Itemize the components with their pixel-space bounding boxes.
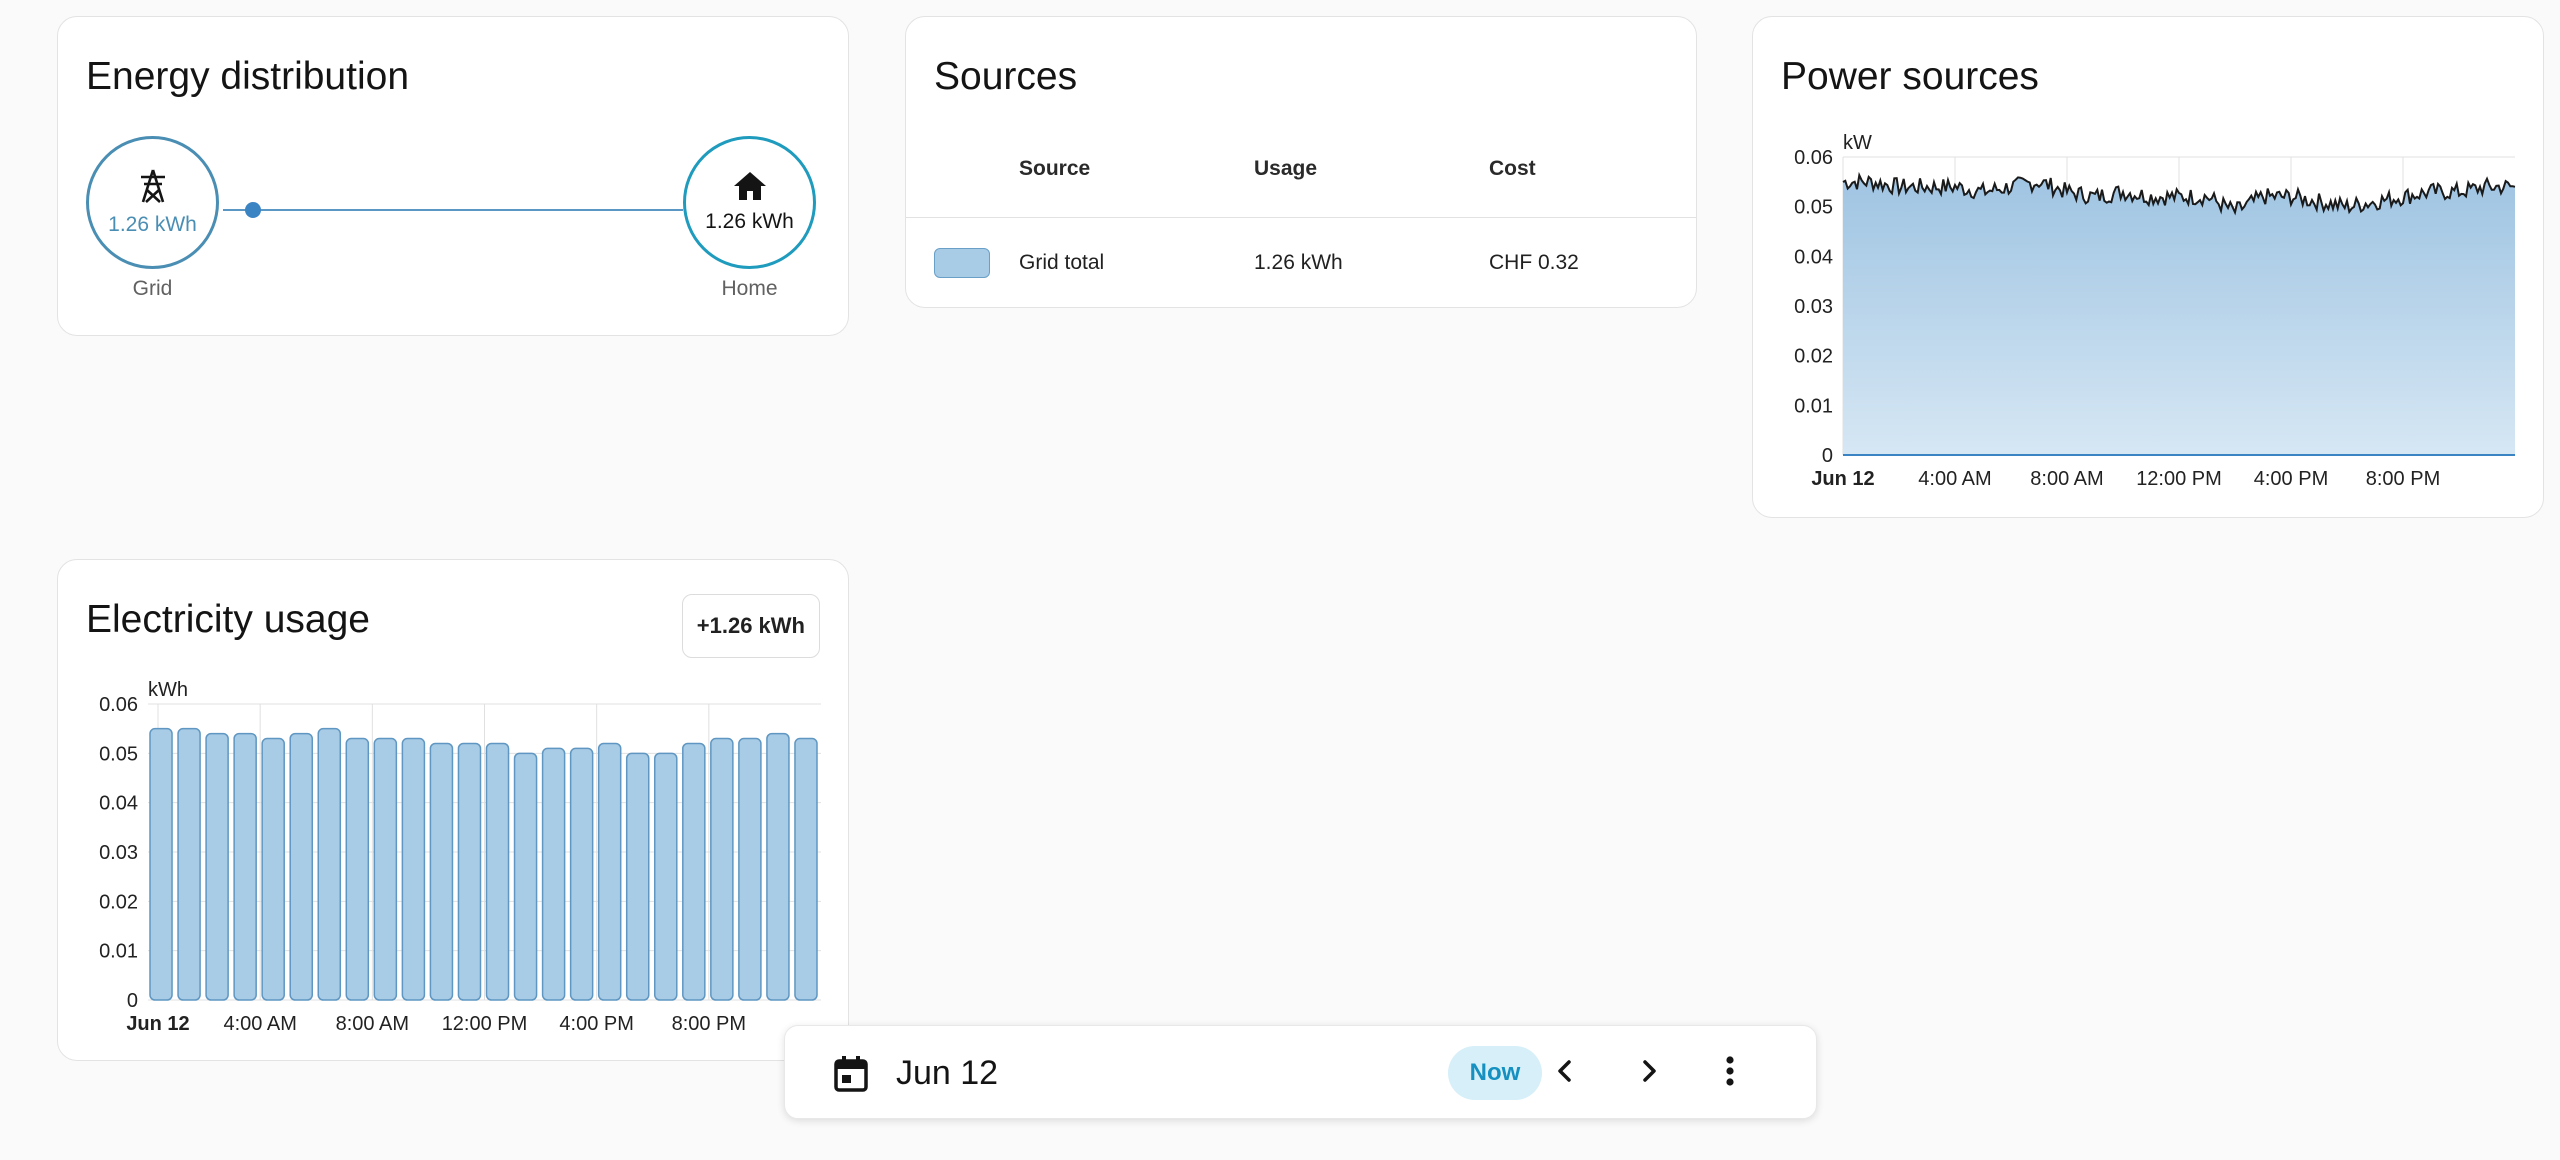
source-name-cell: Grid total [1019, 251, 1105, 274]
source-usage-cell: 1.26 kWh [1254, 251, 1343, 274]
usage-bar [597, 742, 622, 1001]
y-tick-label: 0.01 [1794, 395, 1833, 417]
energy-distribution-title: Energy distribution [86, 55, 410, 98]
usage-bar [541, 747, 566, 1001]
more-options-button[interactable] [1709, 1052, 1751, 1094]
usage-bar [682, 742, 706, 1001]
electricity-usage-chart[interactable]: 0 0.01 0.02 0.03 0.04 0.05 0.06 Jun 12 4:00 AM 8:… [58, 560, 850, 1062]
y-tick-label: 0.03 [99, 842, 138, 864]
x-tick-label: 4:00 AM [1918, 468, 1991, 490]
usage-column-header: Usage [1254, 157, 1318, 180]
usage-bar [654, 752, 678, 1001]
usage-bar [794, 737, 818, 1001]
y-tick-label: 0.06 [99, 694, 138, 716]
usage-bar [766, 732, 790, 1001]
electricity-usage-card: Electricity usage +1.26 kWh 0 0.01 0.02 0.0… [57, 559, 849, 1061]
y-axis-unit: kWh [148, 679, 188, 701]
usage-bar [149, 727, 173, 1001]
usage-bar [513, 752, 538, 1001]
usage-bar [233, 732, 257, 1001]
usage-bar [457, 742, 482, 1001]
source-column-header: Source [1019, 157, 1091, 180]
chevron-right-icon [1639, 1059, 1659, 1088]
x-tick-label: Jun 12 [1811, 468, 1874, 490]
y-tick-label: 0.05 [99, 743, 138, 765]
flow-dot [245, 202, 261, 218]
source-color-swatch [934, 248, 990, 278]
y-tick-label: 0 [1822, 445, 1833, 467]
usage-bar [345, 737, 370, 1001]
x-tick-label: 8:00 PM [2366, 468, 2440, 490]
home-icon [733, 171, 767, 206]
table-divider [906, 217, 1696, 218]
x-tick-label: 8:00 AM [2030, 468, 2103, 490]
usage-bar [485, 742, 510, 1001]
y-tick-label: 0.02 [1794, 346, 1833, 368]
usage-bar [401, 737, 426, 1001]
selected-date[interactable]: Jun 12 [896, 1054, 999, 1092]
y-tick-label: 0.05 [1794, 197, 1833, 219]
sources-card: Sources Source Usage Cost Grid total 1.2… [905, 16, 1697, 308]
x-tick-label: 4:00 PM [559, 1013, 633, 1035]
usage-bar [205, 732, 229, 1001]
chevron-left-icon [1555, 1059, 1575, 1088]
usage-bar [289, 732, 313, 1001]
power-sources-chart[interactable]: 0 0.01 0.02 0.03 0.04 0.05 0.06 Jun 12 4:00 AM 8:… [1753, 17, 2545, 519]
x-tick-label: 8:00 PM [672, 1013, 746, 1035]
y-tick-label: 0.01 [99, 941, 138, 963]
calendar-icon[interactable] [833, 1055, 869, 1098]
usage-bar [429, 742, 454, 1001]
usage-bar [317, 727, 342, 1001]
usage-total-badge: +1.26 kWh [681, 594, 820, 658]
usage-bar [710, 737, 734, 1001]
home-node[interactable]: 1.26 kWh [683, 136, 816, 269]
home-value: 1.26 kWh [705, 210, 794, 233]
power-sources-card: Power sources 0 0.01 0.02 0.03 0.04 0.05 0.06 J… [1752, 16, 2544, 518]
grid-value: 1.26 kWh [108, 213, 197, 236]
y-tick-label: 0.04 [1794, 246, 1833, 268]
power-series-line [1842, 171, 2516, 216]
power-area [1843, 175, 2515, 455]
now-button[interactable]: Now [1448, 1046, 1542, 1100]
x-tick-label: 4:00 AM [223, 1013, 296, 1035]
x-tick-label: 4:00 PM [2254, 468, 2328, 490]
sources-title: Sources [934, 55, 1078, 98]
y-axis-unit: kW [1843, 132, 1872, 154]
y-tick-label: 0 [127, 990, 138, 1012]
x-tick-label: 8:00 AM [336, 1013, 409, 1035]
x-tick-label: 12:00 PM [442, 1013, 528, 1035]
x-tick-label: 12:00 PM [2136, 468, 2222, 490]
usage-bar [177, 727, 201, 1001]
y-tick-label: 0.02 [99, 891, 138, 913]
usage-bar [569, 747, 594, 1001]
transmission-tower-icon [138, 168, 168, 209]
grid-label: Grid [132, 277, 173, 300]
home-label: Home [721, 277, 778, 300]
y-tick-label: 0.03 [1794, 296, 1833, 318]
energy-distribution-card: Energy distribution 1.26 kWh Grid 1.26 k… [57, 16, 849, 336]
grid-home-flow-line [223, 209, 683, 211]
power-sources-title: Power sources [1781, 55, 2039, 98]
usage-bar [373, 737, 398, 1001]
grid-node[interactable]: 1.26 kWh [86, 136, 219, 269]
previous-period-button[interactable] [1544, 1052, 1586, 1094]
next-period-button[interactable] [1628, 1052, 1670, 1094]
x-tick-label: Jun 12 [126, 1013, 189, 1035]
y-tick-label: 0.06 [1794, 147, 1833, 169]
usage-bar [738, 737, 762, 1001]
cost-column-header: Cost [1489, 157, 1536, 180]
y-tick-label: 0.04 [99, 793, 138, 815]
date-picker-bar: Jun 12 Now [784, 1025, 1817, 1119]
electricity-usage-title: Electricity usage [86, 598, 370, 641]
usage-bar [625, 752, 650, 1001]
source-cost-cell: CHF 0.32 [1489, 251, 1579, 274]
usage-bar [261, 737, 285, 1001]
more-vertical-icon [1725, 1055, 1735, 1092]
